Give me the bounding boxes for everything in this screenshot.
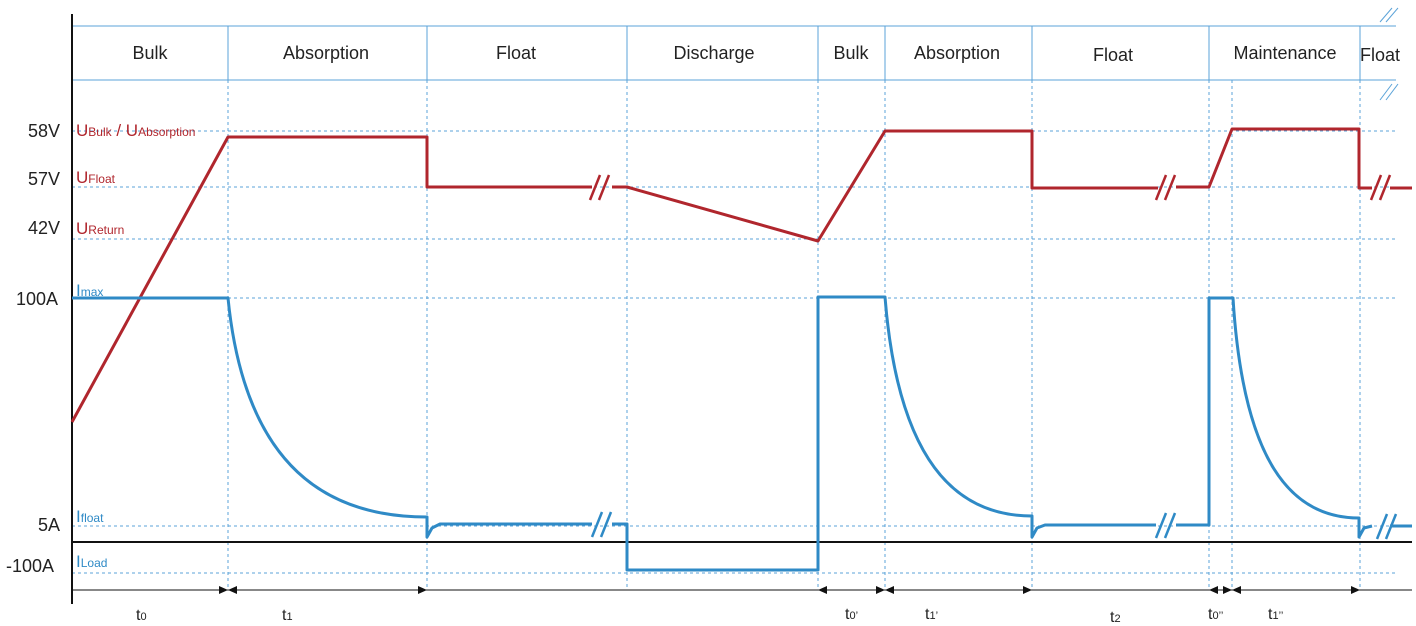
phase-label-float-1: Float (496, 43, 536, 63)
voltage-curve (72, 129, 1412, 422)
current-segment-1 (72, 298, 592, 537)
label-i-load: ILoad (76, 552, 107, 571)
time-label-t0-double-prime: t0’’ (1208, 606, 1223, 623)
voltage-segment-3 (1176, 129, 1372, 188)
label-u-bulk-absorption: UBulk / UAbsorption (76, 121, 195, 140)
phase-label-bulk-2: Bulk (833, 43, 869, 63)
current-labels: Imax Ifloat ILoad (76, 281, 107, 571)
current-curve (72, 297, 1412, 570)
label-i-float: Ifloat (76, 507, 104, 526)
phase-label-float-2: Float (1093, 45, 1133, 65)
phase-label-maintenance: Maintenance (1233, 43, 1336, 63)
phase-header: Bulk Absorption Float Discharge Bulk Abs… (72, 8, 1400, 100)
current-segment-3 (1176, 298, 1372, 537)
phase-label-absorption-2: Absorption (914, 43, 1000, 63)
voltage-break-mark (1371, 175, 1381, 200)
phase-label-bulk-1: Bulk (132, 43, 168, 63)
current-break-mark (1377, 514, 1387, 539)
current-break-mark (601, 512, 611, 537)
time-label-t1: t1 (282, 607, 293, 624)
time-label-t2: t2 (1110, 609, 1121, 626)
time-label-t1-double-prime: t1’’ (1268, 606, 1283, 623)
time-label-t0-prime: t0’ (845, 606, 858, 623)
phase-label-discharge: Discharge (673, 43, 754, 63)
voltage-segment-1 (72, 137, 592, 422)
y-label-42v: 42V (28, 218, 60, 238)
vertical-gridlines (228, 80, 1360, 590)
y-label-57v: 57V (28, 169, 60, 189)
y-label-100a: 100A (16, 289, 58, 309)
time-labels: t0 t1 t0’ t1’ t2 t0’’ t1’’ (136, 606, 1283, 626)
time-label-t1-prime: t1’ (925, 606, 938, 623)
phase-label-absorption-1: Absorption (283, 43, 369, 63)
label-u-return: UReturn (76, 219, 124, 238)
y-label-58v: 58V (28, 121, 60, 141)
y-label-minus-100a: -100A (6, 556, 54, 576)
y-axis-labels: 58V 57V 42V 100A 5A -100A (6, 121, 60, 576)
current-break-mark (592, 512, 602, 537)
label-u-float: UFloat (76, 168, 116, 187)
current-segment-2 (612, 297, 1156, 570)
y-label-5a: 5A (38, 515, 60, 535)
phase-label-float-3: Float (1360, 45, 1400, 65)
time-label-t0: t0 (136, 607, 147, 624)
horizontal-gridlines (72, 131, 1396, 573)
voltage-labels: UBulk / UAbsorption UFloat UReturn (76, 121, 195, 238)
axes (72, 14, 1412, 604)
